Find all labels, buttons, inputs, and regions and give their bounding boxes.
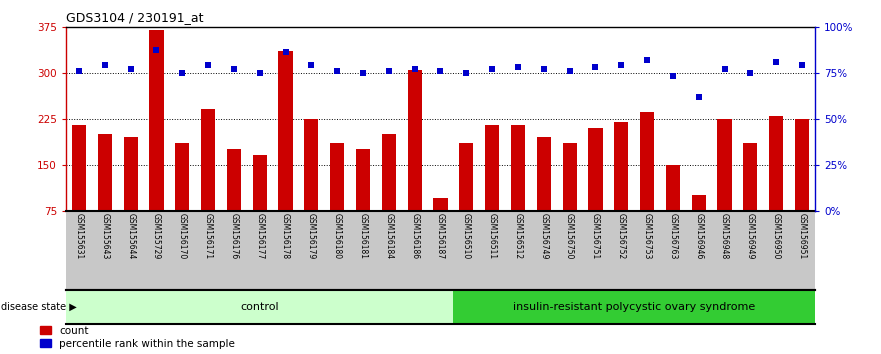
Text: GSM155644: GSM155644 — [126, 213, 135, 259]
Bar — [485, 125, 500, 257]
Text: GSM156753: GSM156753 — [642, 213, 652, 259]
Text: GSM156177: GSM156177 — [255, 213, 264, 259]
Text: GSM156181: GSM156181 — [359, 213, 367, 259]
Bar — [640, 113, 655, 257]
Bar — [356, 149, 370, 257]
Text: GSM156510: GSM156510 — [462, 213, 470, 259]
Bar — [511, 125, 525, 257]
Bar — [278, 51, 292, 257]
Point — [511, 64, 525, 70]
Text: GSM156176: GSM156176 — [229, 213, 239, 259]
Point — [717, 66, 731, 72]
Point — [795, 62, 809, 68]
Point — [563, 68, 577, 74]
Bar — [666, 165, 680, 257]
Text: GSM156179: GSM156179 — [307, 213, 316, 259]
Bar — [537, 137, 551, 257]
Point — [253, 70, 267, 75]
Text: GSM156763: GSM156763 — [669, 213, 677, 259]
Point — [589, 64, 603, 70]
Point — [381, 68, 396, 74]
Text: GSM155643: GSM155643 — [100, 213, 109, 259]
Point — [201, 62, 215, 68]
Bar — [562, 143, 577, 257]
Point — [123, 66, 137, 72]
Point — [769, 59, 783, 64]
Bar — [589, 128, 603, 257]
Bar — [150, 30, 164, 257]
Text: GSM156186: GSM156186 — [411, 213, 419, 259]
Legend: count, percentile rank within the sample: count, percentile rank within the sample — [41, 326, 235, 349]
Bar — [769, 115, 783, 257]
Text: GSM156749: GSM156749 — [539, 213, 548, 259]
Point — [433, 68, 448, 74]
Point — [408, 66, 422, 72]
Point — [72, 68, 86, 74]
Text: GSM156187: GSM156187 — [436, 213, 445, 259]
Text: GSM156180: GSM156180 — [333, 213, 342, 259]
Text: GDS3104 / 230191_at: GDS3104 / 230191_at — [66, 11, 204, 24]
Bar — [744, 143, 758, 257]
Text: GSM156750: GSM156750 — [565, 213, 574, 259]
Text: GSM156184: GSM156184 — [384, 213, 393, 259]
Point — [98, 62, 112, 68]
Point — [459, 70, 473, 75]
Text: GSM156170: GSM156170 — [178, 213, 187, 259]
Point — [744, 70, 758, 75]
Text: GSM156951: GSM156951 — [797, 213, 806, 259]
Bar — [381, 134, 396, 257]
Point — [537, 66, 551, 72]
Bar — [226, 149, 241, 257]
Bar — [201, 109, 215, 257]
Bar — [175, 143, 189, 257]
Bar — [98, 134, 112, 257]
Text: GSM156752: GSM156752 — [617, 213, 626, 259]
Bar — [795, 119, 809, 257]
Text: GSM155631: GSM155631 — [75, 213, 84, 259]
Point — [150, 48, 164, 53]
Point — [666, 73, 680, 79]
Bar — [253, 155, 267, 257]
Point — [330, 68, 344, 74]
Bar — [66, 290, 454, 324]
Point — [227, 66, 241, 72]
Point — [692, 94, 706, 99]
Text: GSM156950: GSM156950 — [772, 213, 781, 259]
Bar — [692, 195, 706, 257]
Text: insulin-resistant polycystic ovary syndrome: insulin-resistant polycystic ovary syndr… — [513, 302, 755, 312]
Point — [640, 57, 654, 63]
Bar — [614, 122, 628, 257]
Point — [356, 70, 370, 75]
Text: disease state ▶: disease state ▶ — [1, 302, 77, 312]
Text: GSM156511: GSM156511 — [488, 213, 497, 259]
Point — [175, 70, 189, 75]
Bar — [454, 290, 815, 324]
Text: GSM156948: GSM156948 — [720, 213, 729, 259]
Text: GSM156751: GSM156751 — [591, 213, 600, 259]
Text: GSM155729: GSM155729 — [152, 213, 161, 259]
Text: GSM156946: GSM156946 — [694, 213, 703, 259]
Text: GSM156178: GSM156178 — [281, 213, 290, 259]
Bar — [330, 143, 344, 257]
Point — [278, 50, 292, 55]
Bar — [123, 137, 137, 257]
Text: GSM156512: GSM156512 — [514, 213, 522, 259]
Bar — [717, 119, 731, 257]
Bar — [459, 143, 473, 257]
Text: control: control — [241, 302, 279, 312]
Bar — [72, 125, 86, 257]
Text: GSM156949: GSM156949 — [746, 213, 755, 259]
Point — [304, 62, 318, 68]
Text: GSM156171: GSM156171 — [204, 213, 212, 259]
Bar — [304, 119, 319, 257]
Bar — [433, 198, 448, 257]
Point — [485, 66, 500, 72]
Point — [614, 62, 628, 68]
Bar — [408, 69, 422, 257]
